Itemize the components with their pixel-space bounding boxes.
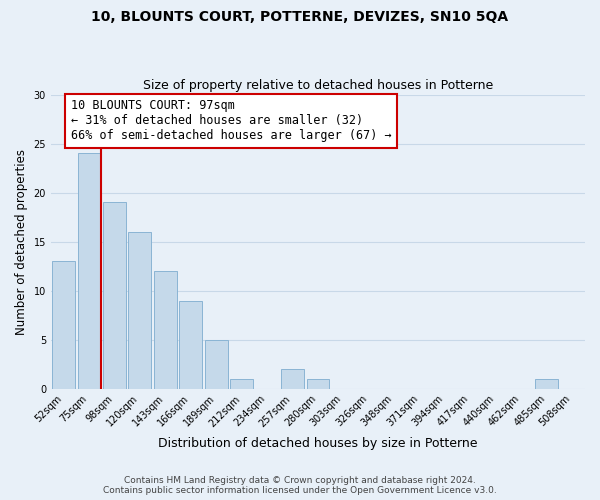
Bar xyxy=(230,379,253,389)
Bar xyxy=(307,379,329,389)
Bar xyxy=(179,300,202,389)
Bar xyxy=(205,340,227,389)
Bar xyxy=(52,262,75,389)
Text: 10, BLOUNTS COURT, POTTERNE, DEVIZES, SN10 5QA: 10, BLOUNTS COURT, POTTERNE, DEVIZES, SN… xyxy=(91,10,509,24)
Bar xyxy=(77,154,101,389)
Title: Size of property relative to detached houses in Potterne: Size of property relative to detached ho… xyxy=(143,79,493,92)
Bar xyxy=(103,202,126,389)
Bar xyxy=(154,271,177,389)
Bar xyxy=(128,232,151,389)
Bar xyxy=(281,369,304,389)
Text: 10 BLOUNTS COURT: 97sqm
← 31% of detached houses are smaller (32)
66% of semi-de: 10 BLOUNTS COURT: 97sqm ← 31% of detache… xyxy=(71,100,391,142)
Bar xyxy=(535,379,558,389)
Text: Contains HM Land Registry data © Crown copyright and database right 2024.
Contai: Contains HM Land Registry data © Crown c… xyxy=(103,476,497,495)
Y-axis label: Number of detached properties: Number of detached properties xyxy=(15,148,28,334)
X-axis label: Distribution of detached houses by size in Potterne: Distribution of detached houses by size … xyxy=(158,437,478,450)
